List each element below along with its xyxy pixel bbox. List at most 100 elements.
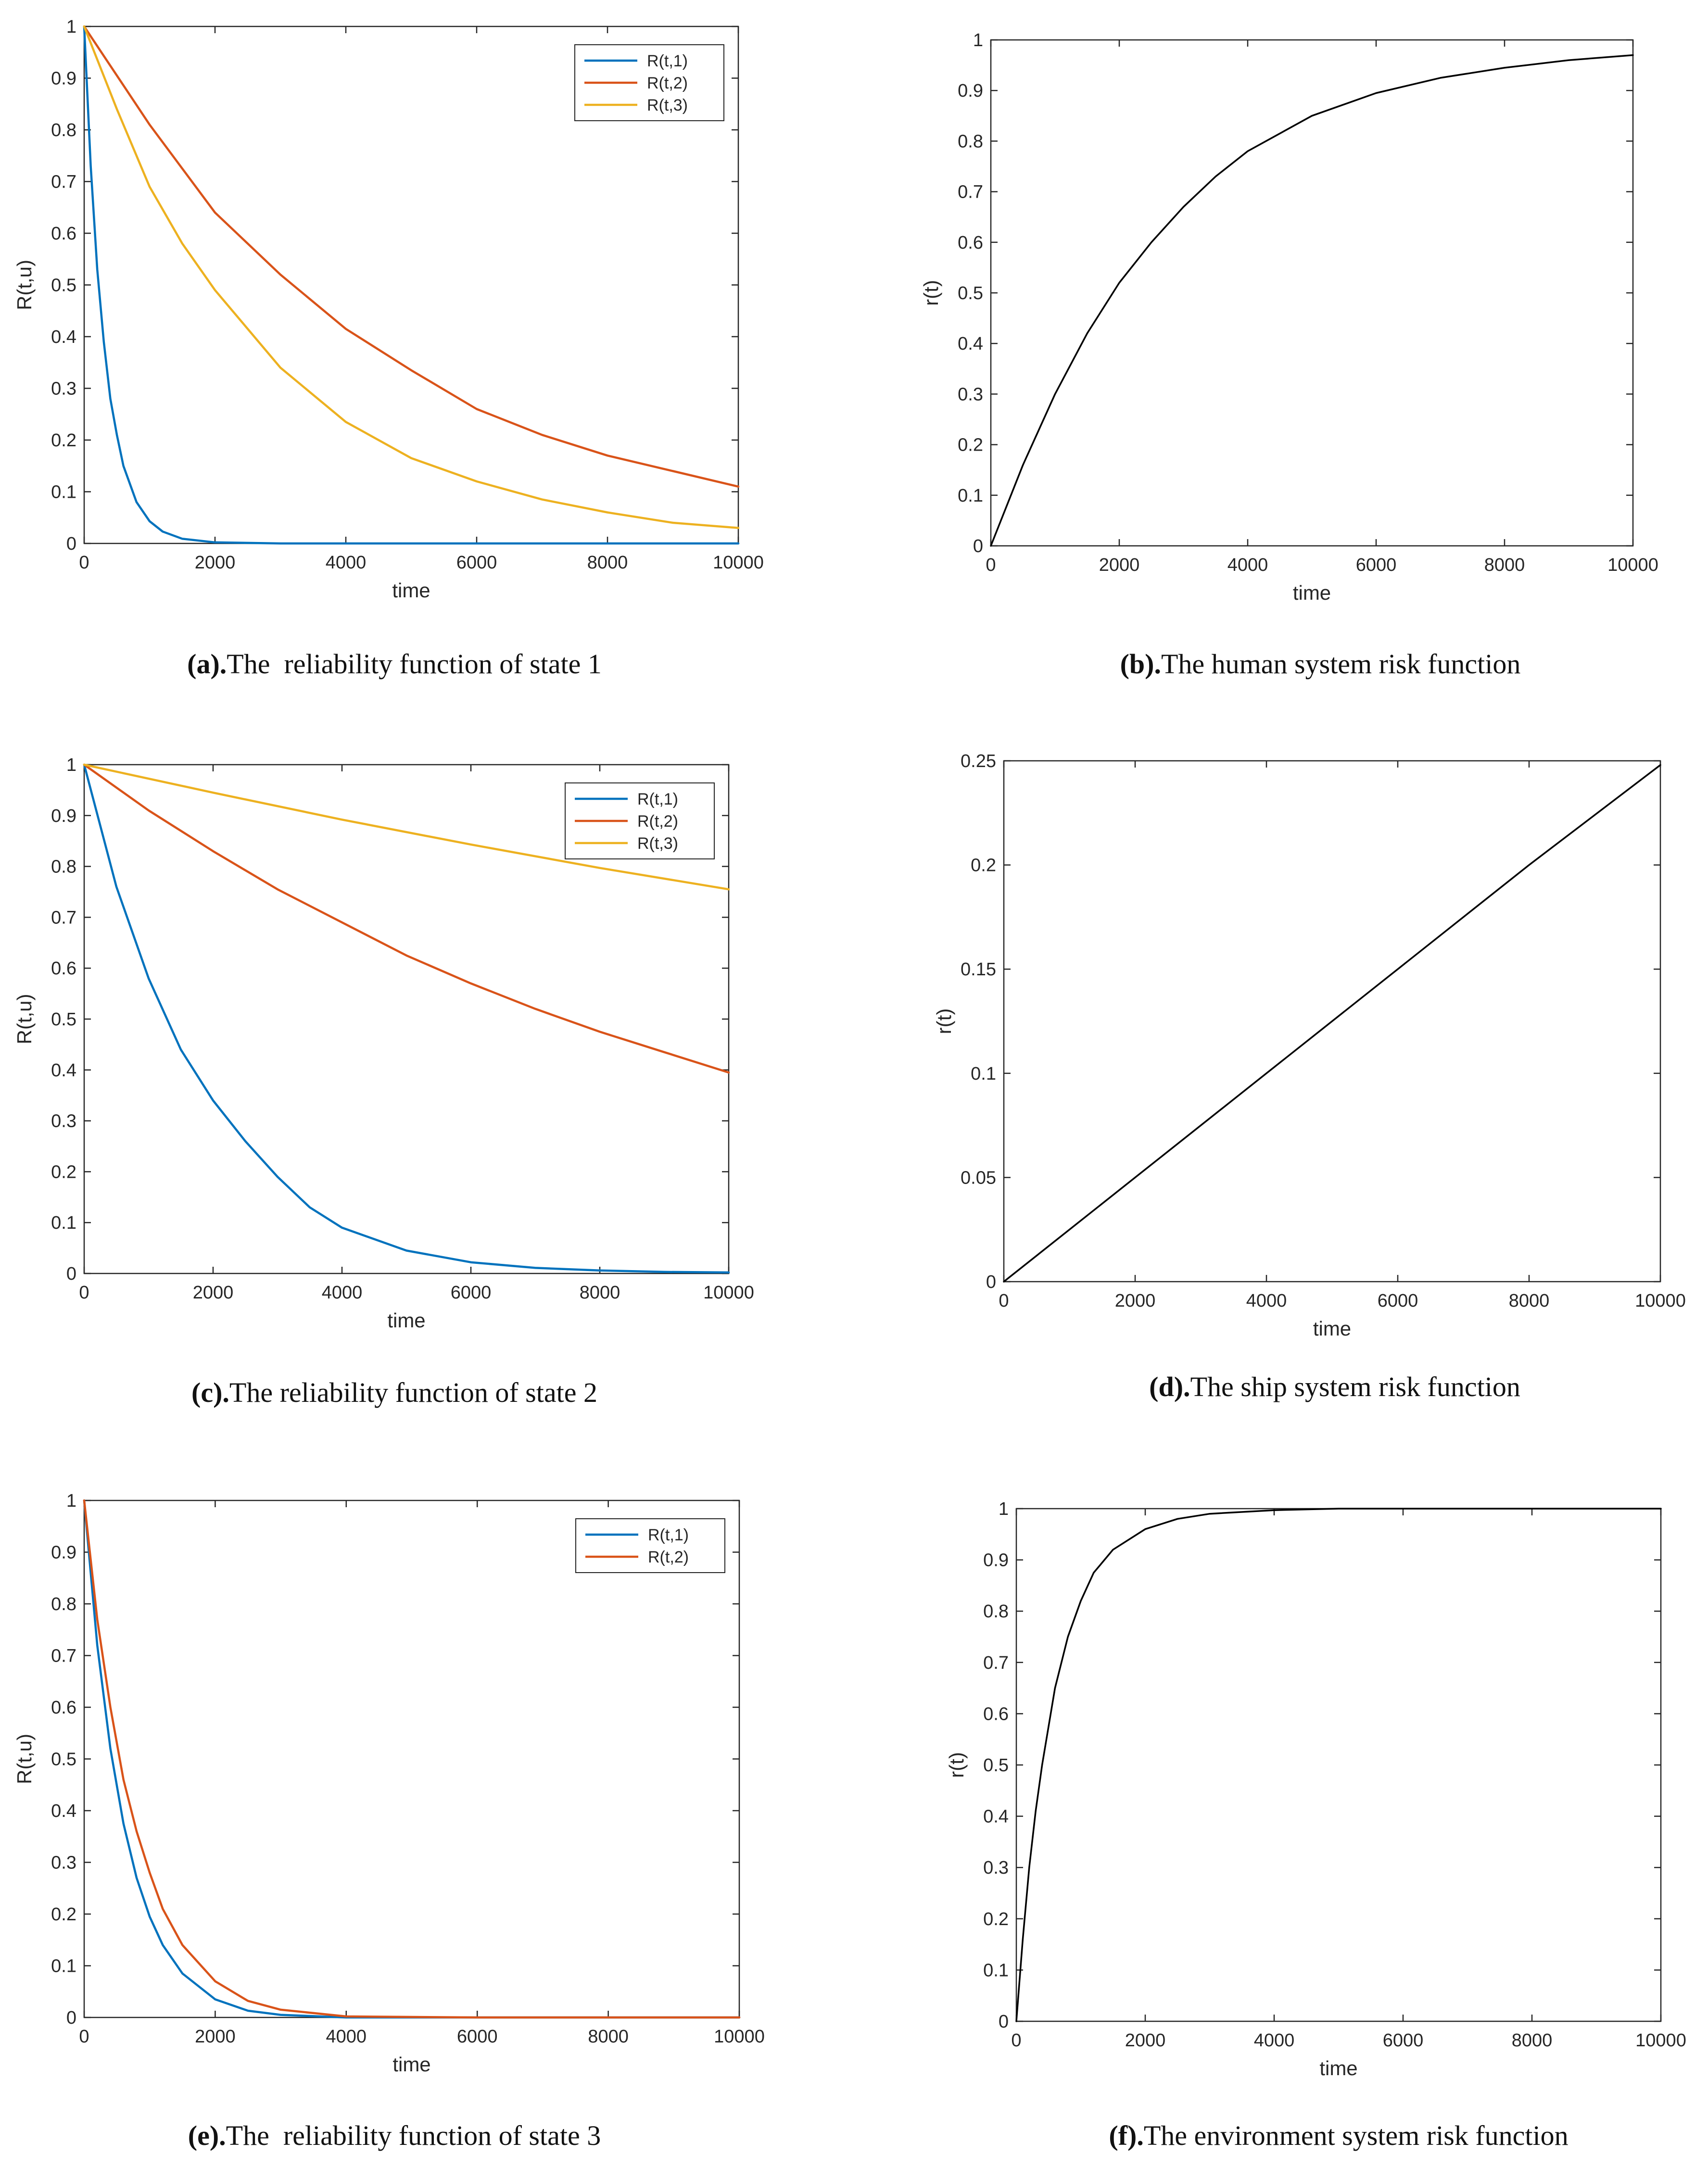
y-tick-label: 0.4 [51, 1801, 76, 1821]
x-tick-label: 8000 [587, 553, 628, 573]
series-line-2 [83, 1499, 741, 2019]
y-tick-label: 0 [999, 2012, 1009, 2032]
x-tick-label: 10000 [1635, 2030, 1686, 2051]
y-tick-label: 0.1 [51, 1956, 76, 1977]
x-axis-label: time [1313, 1317, 1351, 1340]
y-tick-label: 0.8 [51, 857, 76, 877]
legend-entry: R(t,1) [647, 52, 688, 70]
y-tick-label: 0.9 [958, 81, 983, 101]
x-axis-label: time [387, 1309, 425, 1332]
y-tick-label: 0.4 [51, 1060, 76, 1081]
y-tick-label: 0 [66, 534, 76, 554]
y-tick-label: 0.1 [958, 486, 983, 506]
legend-entry: R(t,2) [647, 74, 688, 92]
y-tick-label: 0.6 [51, 224, 76, 244]
y-tick-label: 0.6 [51, 1698, 76, 1718]
x-axis-label: time [1319, 2057, 1357, 2079]
x-tick-label: 6000 [451, 1283, 492, 1303]
x-axis-label: time [392, 579, 430, 602]
caption-prefix: (a). [187, 648, 227, 680]
x-tick-label: 8000 [1484, 555, 1525, 575]
x-tick-label: 0 [986, 555, 996, 575]
series-line-3 [83, 25, 740, 529]
y-tick-label: 0 [973, 536, 983, 556]
series-line-2 [83, 25, 740, 488]
y-tick-label: 0.5 [51, 1750, 76, 1770]
x-tick-label: 0 [79, 2027, 89, 2047]
caption-text: The human system risk function [1161, 648, 1520, 680]
y-tick-label: 0.6 [51, 958, 76, 979]
x-tick-label: 0 [79, 1283, 89, 1303]
y-tick-label: 0.4 [983, 1807, 1009, 1827]
x-tick-label: 2000 [1115, 1291, 1156, 1311]
y-tick-label: 0.9 [51, 806, 76, 826]
y-tick-label: 0.1 [51, 482, 76, 503]
legend: R(t,1) R(t,2) [575, 1518, 725, 1573]
y-tick-label: 0.9 [983, 1550, 1009, 1571]
y-axis-label: R(t,u) [13, 994, 36, 1045]
y-tick-label: 0.2 [958, 435, 983, 455]
figure-caption: (f).The environment system risk function [1109, 2120, 1568, 2151]
caption-text: The environment system risk function [1144, 2120, 1569, 2151]
y-tick-label: 0.7 [51, 172, 76, 192]
legend-entry: R(t,2) [648, 1548, 689, 1566]
x-tick-label: 8000 [1509, 1291, 1550, 1311]
y-axis-label: R(t,u) [13, 260, 36, 310]
series-line-1 [990, 54, 1634, 547]
y-tick-label: 0 [66, 1264, 76, 1284]
chart-panel-e: 0 2000 4000 6000 8000 10000 0 0.1 0.2 0.3 0.4 0.5 0.… [13, 1491, 765, 2151]
x-tick-label: 2000 [193, 1283, 234, 1303]
y-tick-label: 0.9 [51, 1543, 76, 1563]
y-tick-label: 0.4 [51, 327, 76, 347]
y-axis-label: r(t) [920, 280, 942, 306]
y-tick-label: 0.3 [51, 379, 76, 399]
y-tick-label: 0 [986, 1272, 996, 1292]
y-tick-label: 1 [66, 1491, 76, 1511]
y-tick-label: 0.3 [983, 1858, 1009, 1878]
y-axis-label: R(t,u) [13, 1734, 36, 1784]
x-tick-label: 4000 [1227, 555, 1268, 575]
y-tick-label: 0.7 [51, 907, 76, 928]
legend-entry: R(t,3) [647, 96, 688, 114]
y-tick-label: 0 [66, 2008, 76, 2028]
x-tick-label: 10000 [703, 1283, 754, 1303]
y-tick-label: 0.25 [961, 751, 996, 771]
x-tick-label: 10000 [1607, 555, 1658, 575]
series-line-1 [1015, 1508, 1662, 2022]
y-tick-label: 0.6 [983, 1704, 1009, 1724]
y-tick-label: 0.1 [983, 1960, 1009, 1980]
y-tick-label: 1 [973, 30, 983, 50]
x-axis-label: time [1293, 581, 1331, 604]
legend-entry: R(t,1) [648, 1526, 689, 1544]
y-tick-label: 0.4 [958, 334, 983, 354]
y-tick-label: 0.9 [51, 69, 76, 89]
x-tick-label: 2000 [1099, 555, 1140, 575]
x-tick-label: 10000 [714, 2027, 765, 2047]
figure-caption: (c).The reliability function of state 2 [191, 1377, 597, 1408]
legend-entry: R(t,2) [637, 812, 678, 831]
plot-area [990, 39, 1634, 547]
caption-prefix: (b). [1120, 648, 1161, 680]
x-tick-label: 10000 [713, 553, 764, 573]
figure-caption: (b).The human system risk function [1120, 648, 1521, 680]
y-tick-label: 0.5 [958, 283, 983, 303]
y-tick-label: 1 [66, 755, 76, 775]
x-tick-label: 4000 [326, 553, 367, 573]
y-tick-label: 0.7 [983, 1653, 1009, 1673]
x-tick-label: 4000 [322, 1283, 363, 1303]
x-tick-label: 6000 [1383, 2030, 1424, 2051]
y-tick-label: 0.7 [958, 182, 983, 202]
series-line-1 [1003, 764, 1661, 1283]
legend-box [575, 1518, 725, 1573]
chart-panel-b: 0 2000 4000 6000 8000 10000 0 0.1 0.2 0.3 0.4 0.5 0.… [920, 30, 1658, 680]
y-tick-label: 0.3 [51, 1853, 76, 1873]
y-tick-label: 0.2 [51, 430, 76, 451]
y-tick-label: 0.05 [961, 1168, 996, 1188]
caption-text: The reliability function of state 3 [226, 2120, 601, 2151]
caption-text: The reliability function of state 2 [229, 1377, 597, 1408]
caption-prefix: (d). [1149, 1371, 1190, 1402]
x-tick-label: 0 [999, 1291, 1009, 1311]
y-axis-label: r(t) [945, 1752, 968, 1778]
x-tick-label: 2000 [195, 2027, 236, 2047]
x-tick-label: 8000 [580, 1283, 620, 1303]
